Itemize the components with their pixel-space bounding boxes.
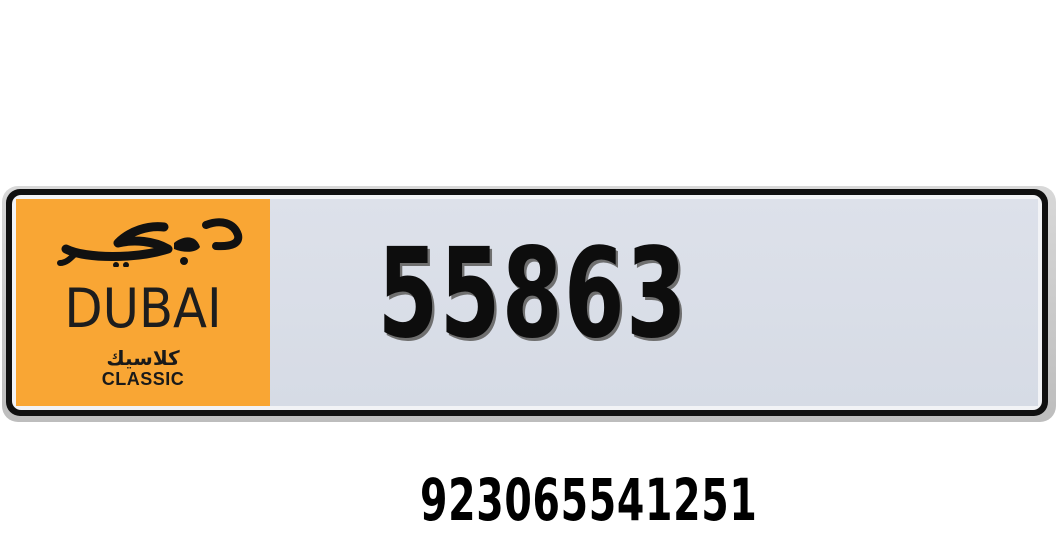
plate-number: 55863	[377, 222, 689, 366]
license-plate: DUBAI كلاسيك CLASSIC 55863	[6, 189, 1048, 416]
emirate-panel: DUBAI كلاسيك CLASSIC	[16, 199, 270, 406]
plate-face: DUBAI كلاسيك CLASSIC 55863	[12, 195, 1042, 410]
category-arabic: كلاسيك	[106, 346, 180, 370]
dubai-arabic-calligraphy-logo	[57, 218, 243, 267]
contact-phone-number: 923065541251	[420, 466, 758, 534]
emirate-name: DUBAI	[64, 277, 222, 340]
category-label: CLASSIC	[101, 369, 185, 389]
number-panel: 55863	[270, 199, 1038, 406]
